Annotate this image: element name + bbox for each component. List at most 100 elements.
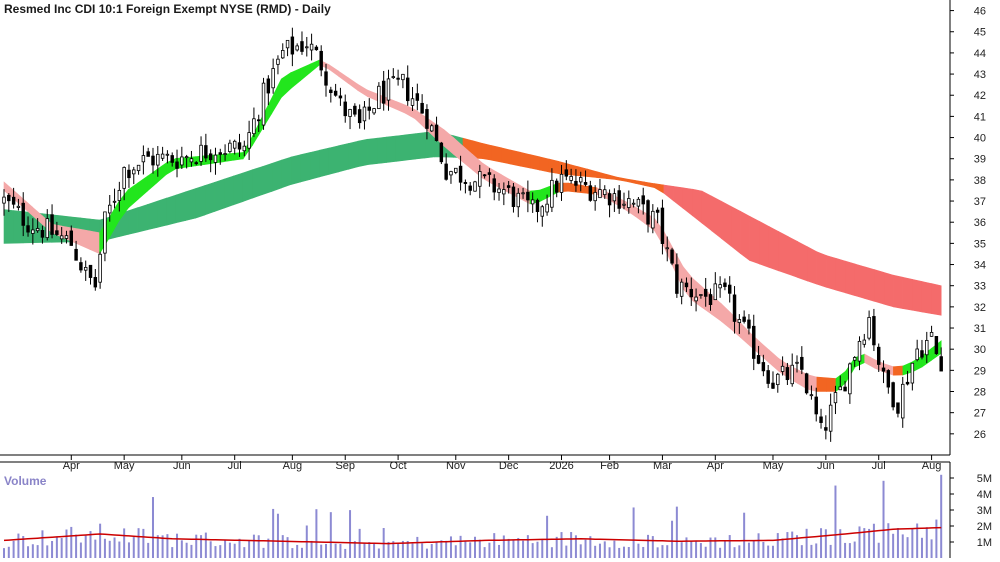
price-panel — [2, 27, 943, 442]
candle-body — [309, 43, 314, 51]
candle-body — [50, 214, 54, 235]
volume-bar — [60, 538, 63, 558]
candle-body — [915, 348, 919, 361]
volume-bar — [675, 506, 678, 558]
candle-body — [218, 152, 222, 155]
long-mma-band-segment — [348, 140, 359, 170]
volume-bar — [113, 537, 116, 558]
candle-body — [737, 319, 742, 323]
volume-bar — [41, 530, 44, 558]
volume-bar — [906, 537, 909, 558]
volume-bar — [637, 543, 640, 558]
volume-bar — [536, 541, 539, 558]
long-mma-band-segment — [252, 166, 263, 199]
candle-body — [910, 362, 915, 384]
candle-body — [569, 176, 573, 181]
candle-body — [401, 73, 405, 81]
candle-body — [112, 200, 117, 203]
candle-body — [559, 173, 564, 193]
volume-bar — [142, 528, 145, 558]
volume-bar — [757, 533, 760, 558]
volume-bar — [791, 531, 794, 558]
candle-body — [583, 182, 588, 185]
candle-body — [670, 249, 674, 264]
volume-bar — [940, 474, 943, 558]
long-mma-band-segment — [807, 246, 818, 285]
candle-body — [228, 142, 232, 152]
long-mma-band-segment — [405, 133, 416, 161]
volume-bar — [185, 542, 188, 558]
volume-bar — [79, 542, 82, 558]
long-mma-band-segment — [233, 172, 244, 206]
volume-bar — [627, 547, 630, 558]
volume-bar — [834, 485, 837, 558]
candle-body — [415, 93, 420, 101]
candle-body — [852, 357, 857, 361]
candle-body — [862, 339, 867, 345]
volume-tick-label: 4M — [977, 489, 992, 501]
candle-body — [103, 211, 107, 254]
price-tick-label: 39 — [974, 154, 986, 166]
volume-bar — [613, 540, 616, 558]
long-mma-band-segment — [3, 209, 14, 244]
volume-bar — [435, 542, 438, 558]
candle-body — [396, 77, 400, 80]
volume-bar — [642, 546, 645, 558]
candle-body — [939, 356, 943, 372]
volume-bar — [574, 535, 577, 558]
volume-bar — [622, 546, 625, 558]
price-tick-label: 37 — [974, 196, 986, 208]
candle-body — [189, 158, 194, 163]
volume-bar — [502, 535, 505, 558]
candle-body — [305, 46, 309, 49]
candle-body — [482, 174, 487, 177]
volume-bar — [469, 542, 472, 558]
time-tick-label: Aug — [283, 460, 303, 472]
candle-body — [521, 192, 525, 195]
candle-body — [718, 284, 722, 289]
volume-bar — [55, 537, 58, 558]
volume-bar — [281, 535, 284, 558]
volume-bar — [449, 536, 452, 558]
price-tick-label: 33 — [974, 281, 986, 293]
volume-bar — [166, 534, 169, 558]
long-mma-band-segment — [309, 149, 320, 180]
candle-body — [11, 196, 16, 205]
volume-bar — [887, 523, 890, 558]
volume-bar — [844, 542, 847, 558]
chart-title: Resmed Inc CDI 10:1 Foreign Exempt NYSE … — [4, 2, 331, 16]
volume-bar — [132, 537, 135, 558]
volume-bar — [209, 541, 212, 558]
volume-bar — [771, 545, 774, 558]
candle-body — [646, 200, 650, 225]
candle-body — [828, 404, 833, 432]
volume-bar — [815, 543, 818, 558]
long-mma-band-segment — [367, 137, 378, 166]
candle-body — [35, 228, 40, 232]
price-tick-label: 29 — [974, 365, 986, 377]
long-mma-band-segment — [166, 194, 177, 226]
long-mma-band-segment — [864, 266, 875, 302]
candle-body — [156, 153, 160, 166]
candle-body — [564, 169, 569, 177]
volume-bar — [603, 541, 606, 558]
candle-body — [934, 335, 939, 354]
volume-bar — [647, 534, 650, 558]
volume-bar — [228, 542, 231, 558]
volume-bar — [820, 528, 823, 558]
long-mma-band-segment — [835, 257, 846, 294]
volume-bar — [70, 526, 73, 558]
candle-body — [627, 198, 631, 208]
candle-body — [300, 41, 304, 52]
candle-body — [535, 199, 540, 213]
time-tick-label: Jul — [228, 460, 242, 472]
long-mma-band-segment — [300, 152, 311, 183]
volume-bar — [416, 536, 419, 558]
volume-bar — [267, 538, 270, 558]
candle-body — [655, 209, 660, 213]
candle-body — [314, 46, 319, 51]
volume-bar — [445, 540, 448, 558]
volume-bar — [526, 535, 529, 558]
candle-body — [45, 218, 49, 238]
long-mma-band-segment — [787, 236, 798, 278]
